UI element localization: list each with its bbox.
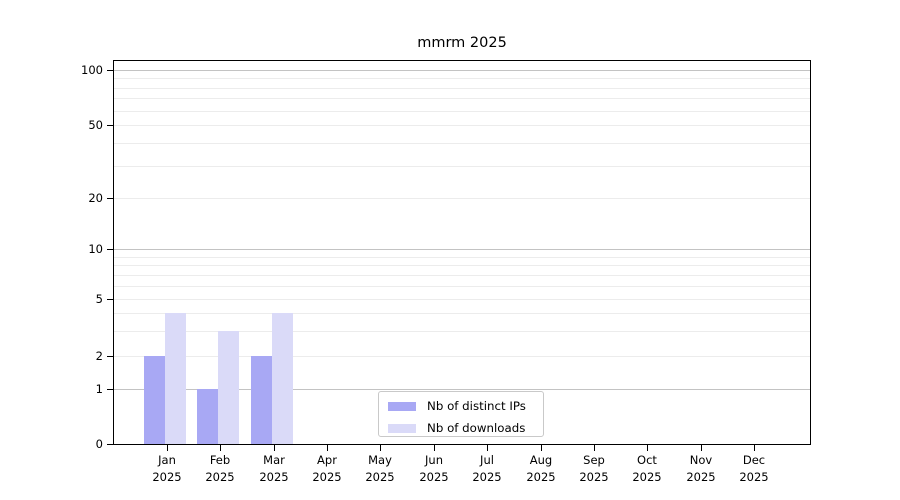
x-tick-label: May 2025 [365,453,395,484]
y-tick-mark [107,70,113,71]
legend-item-distinct-ips: Nb of distinct IPs [388,397,534,415]
bar-distinct-ips-jan [144,356,165,444]
legend-label-downloads: Nb of downloads [427,421,526,435]
y-gridline-minor [114,356,810,357]
x-tick-label: Sep 2025 [579,453,609,484]
x-tick-mark [434,445,435,451]
y-gridline-minor [114,98,810,99]
y-tick-mark [107,299,113,300]
x-tick-label: Mar 2025 [259,453,289,484]
y-tick-mark [107,389,113,390]
y-gridline-minor [114,78,810,79]
legend-label-distinct-ips: Nb of distinct IPs [427,399,526,413]
y-gridline-minor [114,143,810,144]
x-tick-label: Jan 2025 [152,453,182,484]
x-tick-label: Dec 2025 [739,453,769,484]
y-gridline-minor [114,286,810,287]
y-gridline-minor [114,198,810,199]
x-tick-mark [754,445,755,451]
y-gridline-major [114,389,810,390]
legend-item-downloads: Nb of downloads [388,419,534,437]
x-tick-label: Aug 2025 [526,453,556,484]
bar-distinct-ips-feb [197,389,218,444]
legend-swatch-distinct-ips [388,401,416,411]
y-gridline-minor [114,125,810,126]
x-tick-label: Feb 2025 [205,453,235,484]
y-gridline-minor [114,257,810,258]
x-tick-mark [647,445,648,451]
y-tick-label: 50 [88,118,103,132]
x-tick-mark [487,445,488,451]
x-tick-mark [167,445,168,451]
y-gridline-minor [114,313,810,314]
x-tick-label: Nov 2025 [686,453,716,484]
y-tick-label: 5 [95,292,103,306]
x-tick-mark [220,445,221,451]
x-tick-label: Apr 2025 [312,453,342,484]
y-tick-mark [107,125,113,126]
x-tick-label: Jun 2025 [419,453,449,484]
x-tick-mark [327,445,328,451]
y-gridline-minor [114,265,810,266]
x-tick-mark [380,445,381,451]
y-gridline-minor [114,299,810,300]
y-tick-mark [107,249,113,250]
y-gridline-minor [114,111,810,112]
y-tick-label: 10 [88,242,103,256]
y-tick-label: 100 [81,63,103,77]
x-tick-mark [541,445,542,451]
legend: Nb of distinct IPs Nb of downloads [378,391,544,437]
y-gridline-minor [114,166,810,167]
y-tick-label: 1 [95,382,103,396]
x-tick-mark [594,445,595,451]
y-tick-label: 0 [95,437,103,451]
bar-downloads-mar [272,313,293,444]
legend-swatch-downloads [388,423,416,433]
y-tick-mark [107,356,113,357]
y-gridline-major [114,70,810,71]
y-tick-mark [107,198,113,199]
y-tick-mark [107,444,113,445]
bar-downloads-feb [218,331,239,444]
bar-downloads-jan [165,313,186,444]
y-gridline-minor [114,88,810,89]
chart-title: mmrm 2025 [417,35,507,51]
y-tick-label: 2 [95,349,103,363]
x-tick-mark [701,445,702,451]
y-tick-label: 20 [88,191,103,205]
y-gridline-major [114,249,810,250]
y-gridline-minor [114,275,810,276]
plot-area [113,60,811,445]
x-tick-label: Jul 2025 [472,453,502,484]
x-tick-mark [274,445,275,451]
x-tick-label: Oct 2025 [632,453,662,484]
bar-distinct-ips-mar [251,356,272,444]
y-gridline-minor [114,331,810,332]
